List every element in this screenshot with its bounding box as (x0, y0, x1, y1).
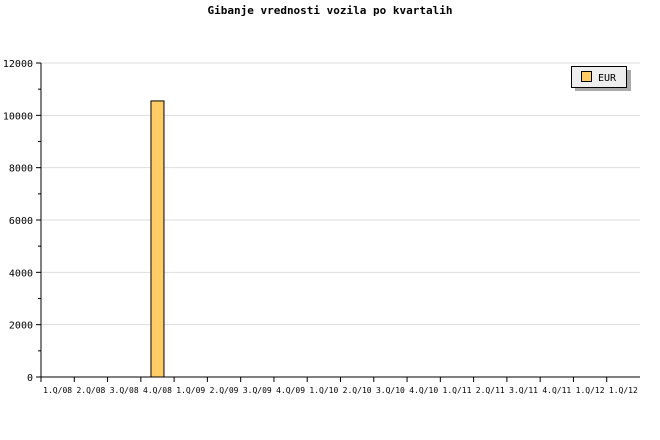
x-tick-label: 2.Q/08 (76, 386, 105, 395)
x-tick-label: 2.Q/10 (343, 386, 372, 395)
y-tick-label: 8000 (9, 164, 33, 175)
bar (150, 100, 165, 378)
x-tick-label: 3.Q/10 (376, 386, 405, 395)
x-tick-label: 1.Q/12 (609, 386, 638, 395)
x-tick-label: 4.Q/11 (542, 386, 571, 395)
y-tick-label: 6000 (9, 216, 33, 227)
x-tick-label: 4.Q/08 (143, 386, 172, 395)
x-tick-label: 1.Q/08 (43, 386, 72, 395)
x-tick-label: 4.Q/09 (276, 386, 305, 395)
y-tick-label: 12000 (3, 59, 33, 70)
x-tick-label: 4.Q/10 (409, 386, 438, 395)
x-tick-label: 2.Q/09 (210, 386, 239, 395)
x-tick-label: 3.Q/09 (243, 386, 272, 395)
legend-swatch (581, 71, 592, 82)
x-tick-label: 3.Q/08 (110, 386, 139, 395)
y-tick-label: 4000 (9, 268, 33, 279)
x-tick-label: 1.Q/10 (309, 386, 338, 395)
x-tick-label: 3.Q/11 (509, 386, 538, 395)
y-tick-label: 2000 (9, 321, 33, 332)
x-tick-label: 1.Q/11 (443, 386, 472, 395)
legend-label: EUR (598, 73, 617, 84)
x-tick-label: 1.Q/09 (176, 386, 205, 395)
y-tick-label: 10000 (3, 111, 33, 122)
y-tick-label: 0 (27, 373, 33, 384)
x-tick-label: 2.Q/11 (476, 386, 505, 395)
x-tick-label: 1.Q/12 (576, 386, 605, 395)
chart-title: Gibanje vrednosti vozila po kvartalih (207, 4, 453, 17)
